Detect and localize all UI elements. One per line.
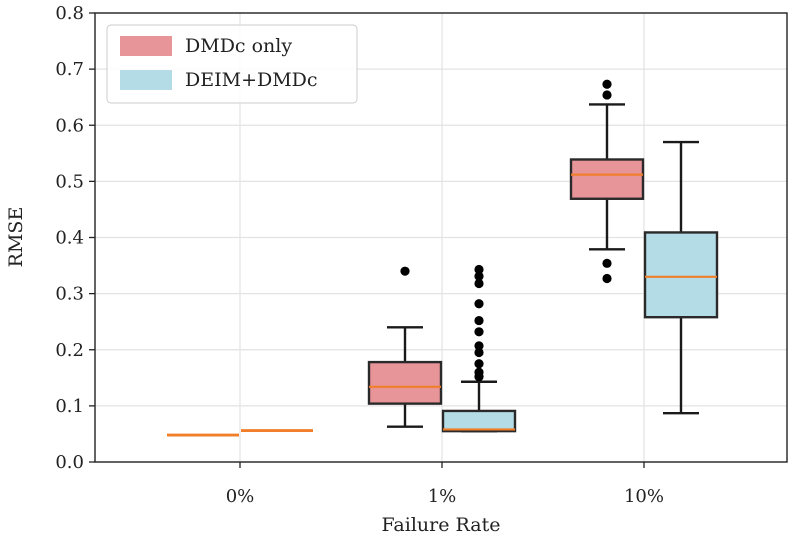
outlier-point [474, 299, 484, 309]
y-tick-label: 0.2 [55, 340, 84, 361]
y-tick-label: 0.0 [55, 452, 84, 473]
x-tick-label: 0% [226, 486, 255, 507]
outlier-point [400, 266, 410, 276]
iqr-box [441, 409, 517, 433]
outlier-point [474, 367, 484, 377]
outlier-point [474, 327, 484, 337]
boxes-layer [167, 79, 719, 437]
outlier-point [602, 90, 612, 100]
iqr-box [569, 158, 645, 200]
outlier-point [474, 264, 484, 275]
x-axis-label: Failure Rate [382, 514, 501, 536]
iqr-box [643, 231, 719, 319]
y-tick-label: 0.5 [55, 171, 84, 192]
legend-label-deim-dmdc: DEIM+DMDc [185, 69, 318, 91]
x-tick-label: 10% [624, 486, 664, 507]
x-ticks: 0% 1% 10% [226, 462, 664, 507]
outlier-point [474, 347, 484, 358]
box-deim-dmdc-10pct [643, 140, 719, 415]
legend-label-dmdc-only: DMDc only [185, 35, 292, 57]
y-tick-label: 0.6 [55, 115, 84, 136]
outlier-point [602, 273, 612, 284]
y-axis-label: RMSE [5, 207, 27, 268]
y-ticks: 0.0 0.1 0.2 0.3 0.4 0.5 0.6 0.7 0.8 [55, 3, 95, 473]
y-tick-label: 0.8 [55, 3, 84, 24]
y-tick-label: 0.3 [55, 284, 84, 305]
box-dmdc-only-1pct [367, 266, 443, 428]
outlier-point [474, 271, 484, 281]
y-tick-label: 0.7 [55, 59, 84, 80]
outlier-point [474, 341, 484, 351]
iqr-box [367, 360, 443, 405]
box-deim-dmdc-1pct [441, 264, 517, 433]
legend-swatch-deim-dmdc [120, 70, 172, 90]
outlier-point [602, 79, 612, 89]
outlier-point [474, 278, 484, 289]
x-tick-label: 1% [428, 486, 457, 507]
outlier-point [602, 258, 612, 268]
y-tick-label: 0.1 [55, 396, 84, 417]
y-tick-label: 0.4 [55, 228, 84, 249]
legend-swatch-dmdc-only [120, 36, 172, 56]
outlier-point [474, 359, 484, 369]
legend: DMDc only DEIM+DMDc [106, 24, 358, 104]
outlier-point [474, 315, 484, 326]
box-dmdc-only-10pct [569, 79, 645, 284]
